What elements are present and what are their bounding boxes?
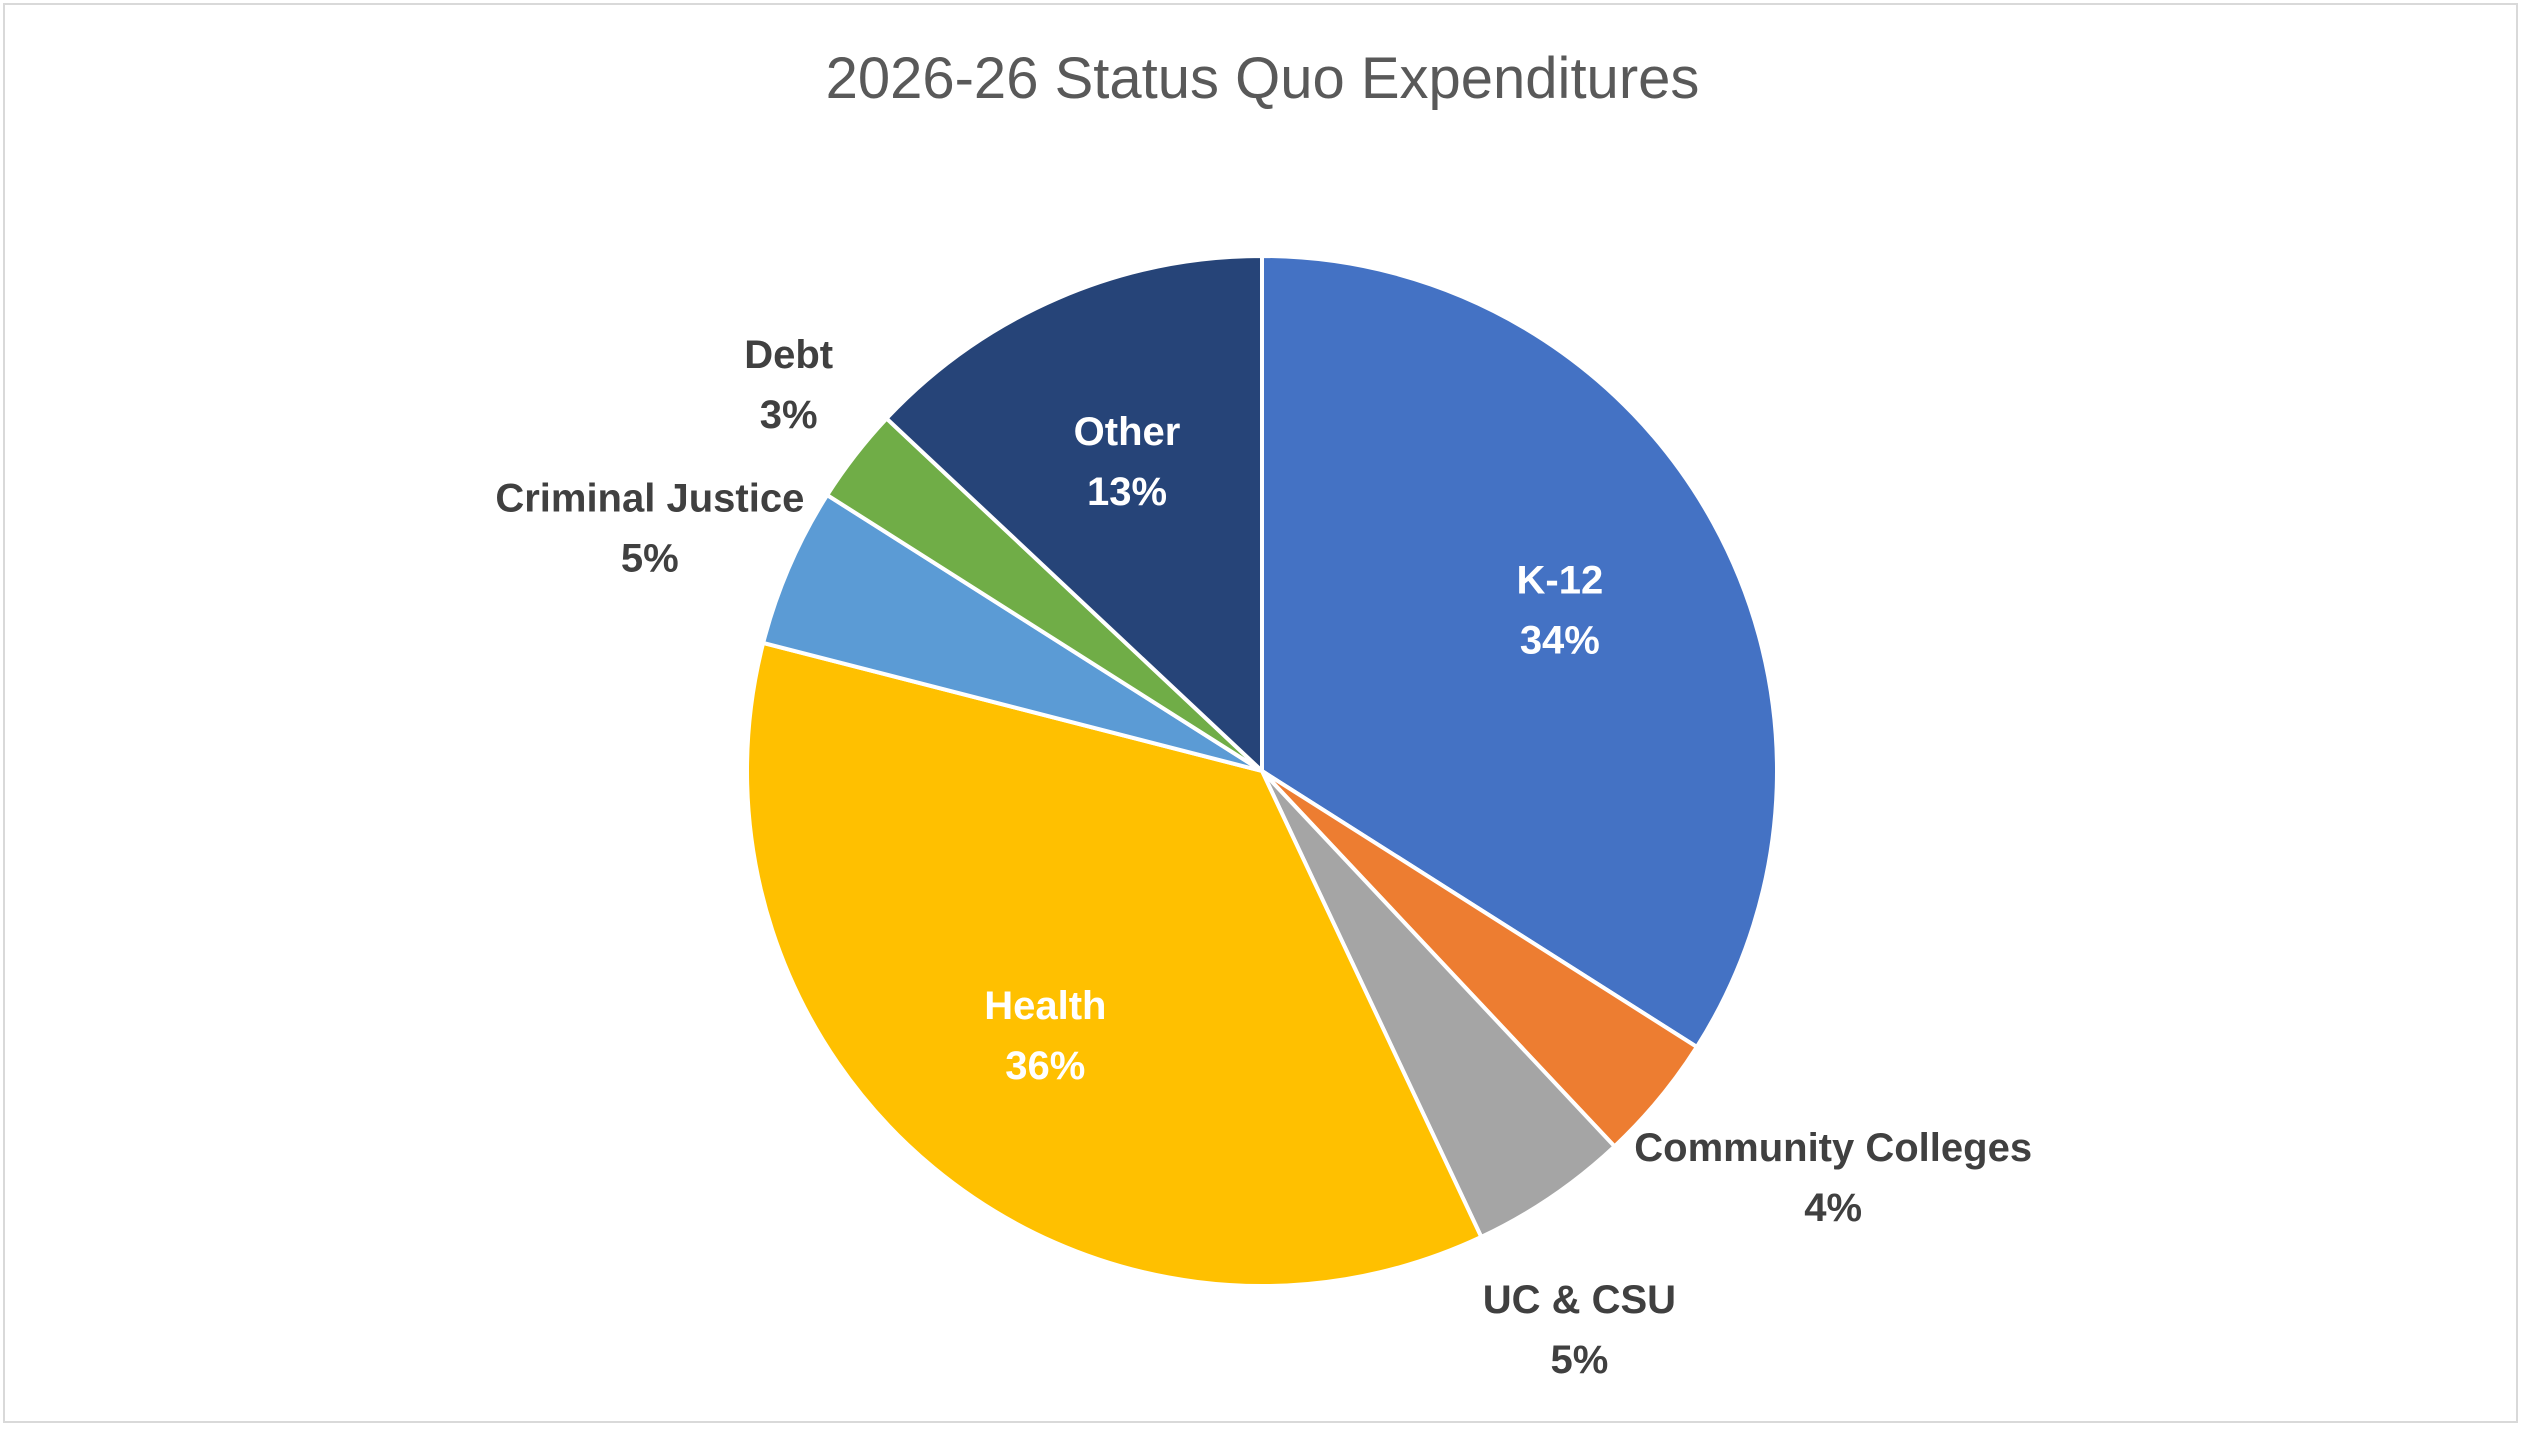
slice-name-debt: Debt [744,333,833,377]
pie-slice-uc-and-csu [1260,769,1617,1239]
slice-label-health: Health 36% [984,984,1106,1088]
slice-name-community-colleges: Community Colleges [1634,1126,2032,1170]
slice-name-criminal-justice: Criminal Justice [495,477,804,521]
slice-label-criminal-justice: Criminal Justice 5% [495,477,804,581]
pie-slice-other [884,254,1264,773]
slice-percent-k-12: 34% [1520,618,1600,662]
pie-slice-k-12 [1260,254,1779,1049]
slice-percent-debt: 3% [760,393,818,437]
pie-slice-criminal-justice [761,493,1264,773]
pie-slice-health [745,640,1484,1289]
slice-percent-criminal-justice: 5% [621,537,679,581]
slice-name-health: Health [984,984,1106,1028]
slice-label-other: Other 13% [1074,410,1181,514]
slice-percent-community-colleges: 4% [1804,1186,1862,1230]
slice-label-community-colleges: Community Colleges 4% [1634,1126,2032,1230]
chart-title: 2026-26 Status Quo Expenditures [825,46,1700,111]
slice-label-k-12: K-12 34% [1517,558,1604,662]
slice-percent-uc-and-csu: 5% [1550,1338,1608,1382]
slice-name-uc-and-csu: UC & CSU [1483,1278,1676,1322]
slice-percent-other: 13% [1087,470,1167,514]
slice-name-other: Other [1074,410,1181,454]
slice-name-k-12: K-12 [1517,558,1604,602]
slice-label-debt: Debt 3% [744,333,833,437]
slice-percent-health: 36% [1005,1044,1085,1088]
slice-label-uc-and-csu: UC & CSU 5% [1483,1278,1676,1382]
